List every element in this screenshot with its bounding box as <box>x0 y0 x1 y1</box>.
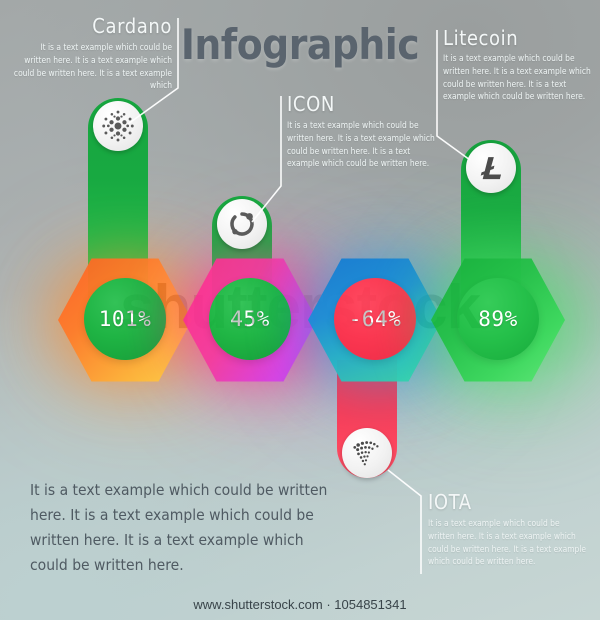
callout-iota-body: It is a text example which could be writ… <box>428 518 587 567</box>
icon-iconomi-icon <box>217 199 267 249</box>
percent-disc-icon: 45% <box>209 278 291 360</box>
callout-cardano: Cardano It is a text example which could… <box>12 16 172 92</box>
percent-disc-cardano: 101% <box>84 278 166 360</box>
percent-value-cardano: 101% <box>98 307 152 331</box>
callout-litecoin: Litecoin It is a text example which coul… <box>443 28 593 103</box>
percent-disc-dash: -64% <box>334 278 416 360</box>
callout-icon-heading: ICON <box>287 92 335 116</box>
footer-paragraph: It is a text example which could be writ… <box>30 481 328 575</box>
callout-cardano-heading: Cardano <box>92 14 172 38</box>
callout-cardano-body: It is a text example which could be writ… <box>13 42 172 91</box>
footer-credit: www.shutterstock.com · 1054851341 <box>193 597 407 612</box>
iota-icon <box>342 428 392 478</box>
percent-value-litecoin: 89% <box>478 307 518 331</box>
callout-icon-body: It is a text example which could be writ… <box>287 120 435 169</box>
callout-litecoin-heading: Litecoin <box>443 26 519 50</box>
callout-icon: ICON It is a text example which could be… <box>287 94 437 170</box>
percent-value-icon: 45% <box>230 307 270 331</box>
percent-value-dash: -64% <box>348 307 402 331</box>
cardano-icon <box>93 101 143 151</box>
percent-disc-litecoin: 89% <box>457 278 539 360</box>
page-title: Infographic <box>180 20 420 69</box>
callout-iota: IOTA It is a text example which could be… <box>428 492 588 568</box>
litecoin-icon <box>466 143 516 193</box>
callout-iota-heading: IOTA <box>428 490 472 514</box>
callout-litecoin-body: It is a text example which could be writ… <box>443 53 591 102</box>
